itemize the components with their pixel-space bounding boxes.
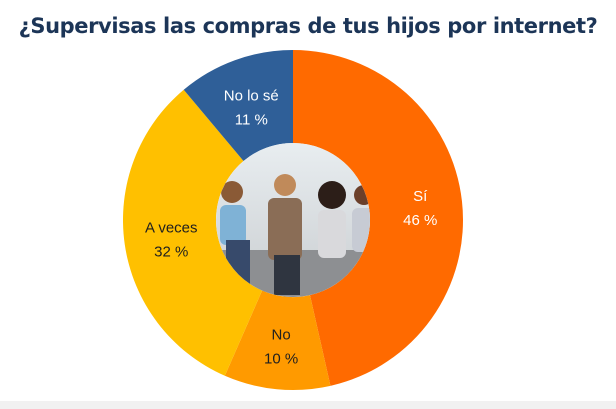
slice-2 [123, 89, 263, 376]
slice-label-0: Sí 46 % [403, 188, 437, 229]
slice-0 [293, 50, 463, 386]
slice-label-3: No lo sé 11 % [224, 87, 279, 128]
slice-label-2: A veces 32 % [145, 220, 198, 261]
slice-1 [224, 290, 331, 390]
chart-title: ¿Supervisas las compras de tus hijos por… [18, 14, 598, 38]
slice-3 [183, 50, 293, 162]
slice-label-1: No 10 % [264, 326, 298, 367]
footer-strip [0, 401, 616, 409]
